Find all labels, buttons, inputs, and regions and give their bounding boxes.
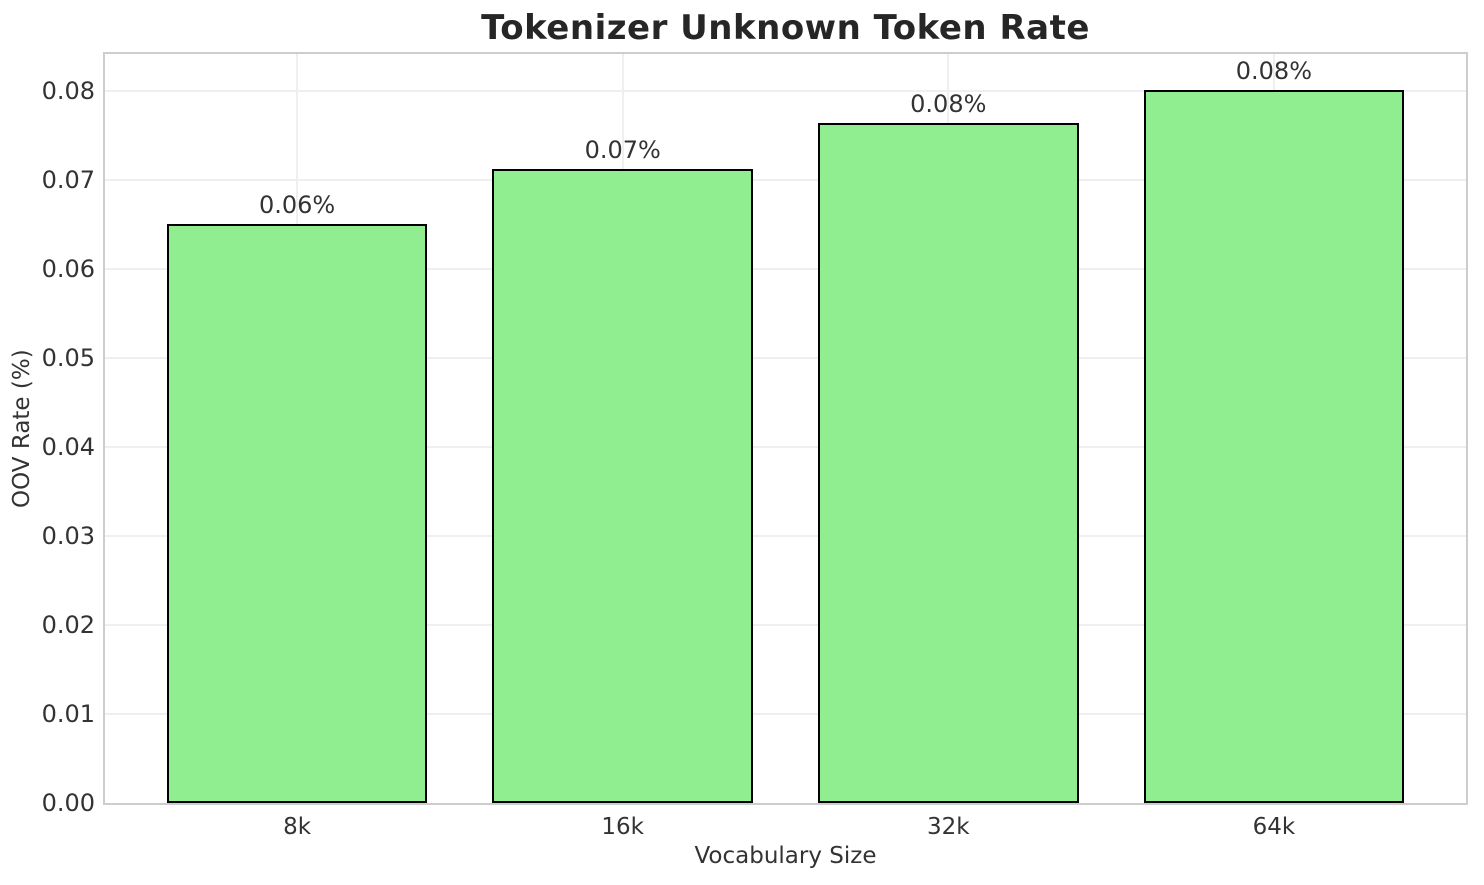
y-tick-label: 0.05 <box>41 343 95 372</box>
y-gridline <box>105 267 1466 270</box>
y-tick-label: 0.04 <box>41 432 95 461</box>
x-tick-label: 64k <box>1252 814 1296 840</box>
y-gridline <box>105 356 1466 359</box>
bar-value-label: 0.07% <box>584 135 661 164</box>
y-gridline <box>105 445 1466 448</box>
y-tick-label: 0.03 <box>41 521 95 550</box>
x-tick-label: 16k <box>601 814 644 840</box>
y-tick-label: 0.01 <box>41 699 95 728</box>
y-tick-label: 0.06 <box>41 254 95 283</box>
y-tick-label: 0.00 <box>41 789 95 817</box>
x-axis-label: Vocabulary Size <box>694 843 877 869</box>
bar-value-label: 0.06% <box>258 191 336 220</box>
y-gridline <box>105 178 1466 181</box>
bar-64k <box>1143 89 1405 803</box>
bar-value-label: 0.08% <box>1235 56 1313 85</box>
chart-title: Tokenizer Unknown Token Rate <box>481 8 1090 48</box>
y-tick-label: 0.07 <box>41 165 95 194</box>
y-gridline <box>105 712 1466 715</box>
y-gridline <box>105 534 1466 537</box>
y-gridline <box>105 623 1466 626</box>
bar-32k <box>818 123 1079 803</box>
plot-area: 0.06% 0.07% 0.08% 0.08% <box>103 52 1468 805</box>
y-tick-label: 0.02 <box>41 610 95 639</box>
y-tick-label: 0.08 <box>41 76 95 105</box>
y-gridline <box>105 89 1466 92</box>
x-tick-label: 8k <box>283 814 312 840</box>
bar-16k <box>492 168 753 803</box>
bar-value-label: 0.08% <box>910 90 987 119</box>
bar-8k <box>166 224 428 803</box>
x-tick-label: 32k <box>927 814 970 840</box>
